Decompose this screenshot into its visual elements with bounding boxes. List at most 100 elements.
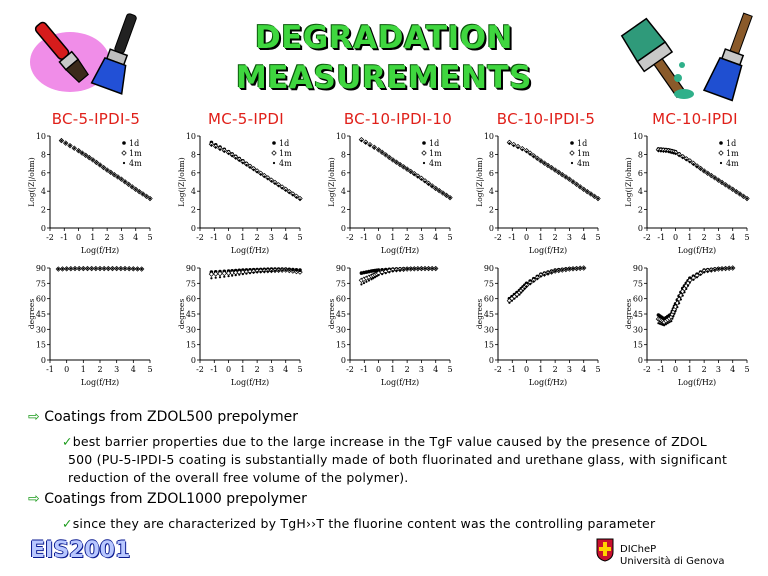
impedance-chart: -2 -1 0 1 2 3 4 50246810Log(f/Hz)Log(|Z|/ohm)1d… <box>625 132 750 255</box>
data-point <box>713 176 716 179</box>
y-tick-label: 15 <box>336 341 346 350</box>
data-point <box>373 146 376 149</box>
data-point <box>263 175 266 178</box>
x-tick-label: -2 <box>494 365 502 374</box>
legend-label: 4m <box>129 159 142 168</box>
legend-label: 1d <box>429 139 439 148</box>
data-point <box>516 146 520 149</box>
y-tick-label: 90 <box>633 264 643 273</box>
department-name: DIChеP <box>620 544 657 555</box>
x-axis-label: Log(f/Hz) <box>381 246 419 255</box>
y-tick-label: 6 <box>191 169 196 178</box>
y-tick-label: 15 <box>633 341 643 350</box>
data-point <box>298 198 302 201</box>
data-point <box>238 273 241 276</box>
data-point <box>561 268 564 272</box>
chart-title: MC-10-IPDI <box>652 110 738 128</box>
impedance-chart: -2 -1 0 1 2 3 4 50246810Log(f/Hz)Log(|Z|/ohm)1d… <box>28 132 153 255</box>
data-point <box>241 273 244 276</box>
data-point <box>145 195 148 198</box>
paint-brushes-clipart-right <box>620 12 753 102</box>
x-axis-label: Log(f/Hz) <box>231 378 269 387</box>
legend-marker <box>719 161 723 165</box>
x-tick-label: 0 <box>76 233 81 242</box>
x-tick-label: 3 <box>716 233 721 242</box>
data-point <box>214 146 217 149</box>
data-point <box>64 142 67 145</box>
data-point <box>692 162 695 166</box>
arrow-bullet-icon: ⇨ <box>28 409 40 425</box>
university-label: DIChеP Università di Genova <box>620 544 725 568</box>
x-tick-label: 1 <box>90 233 95 242</box>
data-point <box>360 139 363 142</box>
x-tick-label: 4 <box>433 233 438 242</box>
data-point <box>252 168 255 171</box>
data-point <box>223 275 226 278</box>
data-point <box>510 299 514 302</box>
data-point <box>529 152 532 156</box>
legend-label: 1d <box>279 139 289 148</box>
y-tick-label: 0 <box>341 356 346 365</box>
data-point <box>664 323 668 326</box>
data-point <box>521 289 525 292</box>
data-point <box>88 156 91 159</box>
data-point <box>692 278 695 281</box>
x-tick-label: 0 <box>64 365 69 374</box>
data-point <box>589 192 592 196</box>
data-point <box>575 267 578 270</box>
paint-puddle-shape <box>674 89 694 99</box>
x-tick-label: 0 <box>673 233 678 242</box>
legend-marker <box>272 161 276 165</box>
legend-marker <box>272 141 276 145</box>
data-point <box>557 269 560 272</box>
data-point <box>402 268 405 271</box>
x-axis-label: Log(f/Hz) <box>529 246 567 255</box>
y-tick-label: 0 <box>638 224 643 233</box>
data-point <box>448 196 452 199</box>
x-tick-label: 1 <box>687 365 692 374</box>
data-point <box>368 144 372 147</box>
data-point <box>131 185 134 188</box>
green-brush-icon <box>620 17 687 99</box>
data-point <box>234 274 237 277</box>
x-tick-label: 0 <box>226 365 231 374</box>
data-point <box>98 267 102 270</box>
x-tick-label: 2 <box>405 233 410 242</box>
x-tick-label: 2 <box>553 233 558 242</box>
y-tick-label: 75 <box>336 279 346 288</box>
x-tick-label: 4 <box>283 365 288 374</box>
data-point <box>688 281 691 284</box>
data-point <box>731 266 734 270</box>
y-tick-label: 6 <box>41 169 46 178</box>
bullet-heading: ⇨ Coatings from ZDOL500 prepolymer <box>28 409 298 425</box>
data-point <box>406 168 409 171</box>
paint-drop-icon <box>679 62 685 68</box>
data-point <box>148 197 152 200</box>
data-point <box>416 175 419 178</box>
data-point <box>717 267 720 271</box>
data-point <box>69 267 72 270</box>
data-point <box>123 180 127 183</box>
data-point <box>706 172 709 175</box>
y-tick-label: 2 <box>341 206 346 215</box>
y-tick-label: 10 <box>36 132 46 141</box>
data-point <box>266 177 269 180</box>
data-point <box>520 291 523 294</box>
data-point <box>57 267 60 271</box>
data-point <box>90 267 93 270</box>
chart-title: MC-5-IPDI <box>208 110 284 128</box>
legend-marker <box>421 150 427 156</box>
data-point <box>295 196 298 199</box>
x-tick-label: 3 <box>269 233 274 242</box>
data-point <box>536 157 539 160</box>
data-point <box>391 269 394 273</box>
y-tick-label: 60 <box>484 295 494 304</box>
data-point <box>281 186 284 190</box>
paint-drop-icon <box>674 74 682 82</box>
data-point <box>245 272 248 275</box>
x-tick-label: 0 <box>524 365 529 374</box>
data-point <box>720 181 724 184</box>
data-point <box>238 159 241 162</box>
